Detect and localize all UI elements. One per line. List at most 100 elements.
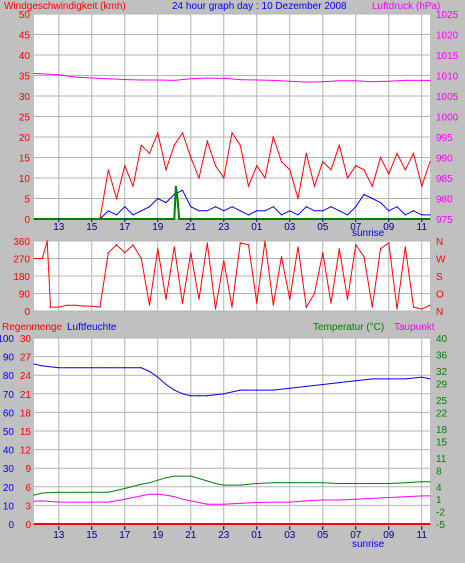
- y2-tick-label: 1: [436, 495, 442, 506]
- data-point: [74, 367, 76, 369]
- y2-tick-label: 985: [436, 174, 453, 185]
- y-tick-label: 50: [3, 427, 15, 438]
- data-point: [181, 498, 184, 500]
- data-point: [256, 79, 258, 81]
- data-point: [346, 177, 349, 179]
- data-point: [272, 79, 274, 82]
- humidity-temperature-series: [33, 363, 431, 525]
- data-point: [239, 144, 241, 146]
- data-point: [379, 156, 382, 159]
- x-tick-label: 03: [284, 530, 296, 541]
- data-point: [157, 479, 159, 481]
- data-point: [190, 395, 192, 397]
- data-point: [165, 169, 167, 171]
- data-point: [181, 132, 184, 134]
- y2-tick-label: 4: [436, 483, 442, 494]
- rain-tick-label: 21: [20, 390, 32, 401]
- x-tick-label: 05: [317, 222, 329, 233]
- data-point: [305, 81, 307, 83]
- data-point: [272, 389, 274, 391]
- data-point: [223, 393, 225, 395]
- data-point: [379, 202, 382, 204]
- y2-tick-label: 8: [436, 466, 442, 477]
- data-point: [173, 496, 175, 498]
- data-point: [173, 475, 175, 477]
- data-point: [429, 161, 431, 163]
- y-tick-label: 30: [19, 92, 31, 103]
- x-tick-label: 05: [317, 530, 329, 541]
- wind-direction-degree-ticks: 0 90 180 270 360: [13, 237, 30, 318]
- data-point: [429, 304, 431, 306]
- data-point: [313, 292, 316, 295]
- data-point: [214, 482, 217, 485]
- data-point: [58, 306, 60, 308]
- series-line-luftdruck: [33, 73, 430, 83]
- data-point: [305, 482, 307, 484]
- humidity-axis-title: Luftfeuchte: [67, 322, 117, 333]
- data-point: [247, 214, 250, 216]
- y2-tick-label: 15: [436, 437, 448, 448]
- data-point: [322, 499, 324, 501]
- y2-tick-label: 18: [436, 425, 448, 436]
- data-point: [404, 246, 406, 248]
- temperature-axis-title: Temperatur (°C): [313, 322, 384, 333]
- data-point: [165, 202, 167, 204]
- data-point: [388, 378, 390, 380]
- data-point: [41, 492, 43, 494]
- x-tick-label: 13: [53, 222, 65, 233]
- x-tick-label: 15: [86, 222, 98, 233]
- data-point: [239, 210, 241, 212]
- data-point: [198, 210, 200, 212]
- data-point: [272, 482, 274, 484]
- data-point: [313, 185, 316, 187]
- wind-direction-series: [33, 240, 431, 310]
- data-point: [239, 242, 241, 244]
- y-tick-label: 0: [24, 215, 30, 226]
- data-point: [429, 218, 431, 220]
- y-tick-label: 20: [19, 133, 31, 144]
- data-point: [355, 206, 357, 208]
- data-point: [404, 482, 406, 484]
- graph-date-title: 24 hour graph day : 10 Dezember 2008: [172, 1, 347, 12]
- y2-tick-label: 1020: [436, 31, 459, 42]
- data-point: [421, 376, 423, 378]
- data-point: [214, 503, 217, 505]
- x-tick-label: 19: [152, 222, 164, 233]
- data-point: [140, 79, 142, 81]
- data-point: [132, 244, 134, 246]
- panel3-sunrise-label: sunrise: [352, 539, 385, 550]
- data-point: [280, 161, 283, 163]
- y2-tick-label: 1010: [436, 72, 459, 83]
- data-point: [198, 501, 200, 504]
- rain-tick-label: 24: [20, 371, 32, 382]
- data-point: [206, 503, 208, 505]
- x-tick-label: 01: [251, 530, 263, 541]
- data-point: [396, 152, 398, 154]
- rain-tick-label: 9: [25, 464, 31, 475]
- data-point: [181, 189, 184, 191]
- data-point: [239, 484, 241, 486]
- rain-tick-label: 18: [20, 408, 32, 419]
- y-tick-label: 20: [3, 483, 15, 494]
- data-point: [41, 365, 43, 367]
- data-point: [363, 169, 365, 171]
- y2-tick-label: 1015: [436, 51, 459, 62]
- data-point: [223, 177, 225, 179]
- data-point: [313, 210, 316, 212]
- x-tick-label: 11: [417, 530, 428, 541]
- data-point: [429, 214, 431, 216]
- data-point: [140, 495, 142, 497]
- data-point: [322, 383, 324, 386]
- data-point: [355, 380, 357, 382]
- x-tick-label: 17: [119, 222, 131, 233]
- series-line-windrichtung: [34, 240, 431, 310]
- series-line-windgeschwindigkeit: [34, 131, 431, 220]
- data-point: [363, 193, 365, 195]
- y-tick-label: 180: [13, 272, 30, 283]
- y-tick-label: 40: [19, 51, 31, 62]
- data-point: [355, 498, 357, 500]
- data-point: [322, 252, 324, 254]
- data-point: [115, 214, 118, 216]
